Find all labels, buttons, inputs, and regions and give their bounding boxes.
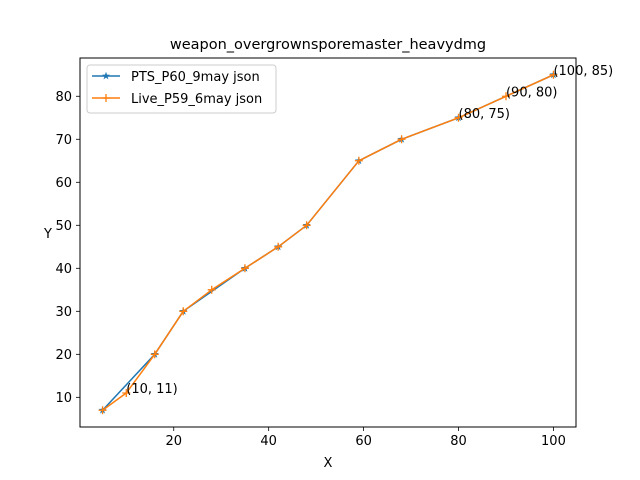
data-point-plus [302, 221, 311, 230]
series-1 [98, 70, 558, 415]
x-tick-label: 20 [165, 434, 182, 449]
y-tick-label: 70 [55, 133, 72, 148]
point-annotation: (80, 75) [459, 107, 511, 122]
y-tick-label: 30 [55, 305, 72, 320]
plot-frame [79, 57, 577, 428]
legend: PTS_P60_9may json Live_P59_6may json [86, 64, 277, 114]
point-annotation: (100, 85) [553, 64, 613, 79]
x-tick-label: 100 [541, 434, 566, 449]
legend-marker-plus [102, 94, 110, 102]
data-point-plus [150, 350, 159, 359]
x-axis-label: X [324, 456, 333, 471]
data-point-plus [98, 406, 107, 415]
annotations: (10, 11) (80, 75) (90, 80) (100, 85) [126, 64, 613, 397]
data-point-plus [397, 135, 406, 144]
legend-box [86, 64, 277, 114]
legend-marker-star [102, 71, 110, 80]
y-axis-label: Y [43, 227, 52, 242]
y-tick-label: 60 [55, 176, 72, 191]
legend-label-pts: PTS_P60_9may json [131, 70, 260, 85]
data-point-plus [207, 285, 216, 294]
y-tick-label: 10 [55, 391, 72, 406]
y-tick-label: 80 [55, 90, 72, 105]
data-point-plus [240, 264, 249, 273]
data-point-plus [501, 92, 510, 101]
y-axis: 10 20 30 40 50 60 70 80 [55, 90, 80, 406]
data-point-plus [179, 307, 188, 316]
chart-title: weapon_overgrownsporemaster_heavydmg [170, 37, 486, 53]
data-point-plus [454, 113, 463, 122]
data-point-plus [354, 156, 363, 165]
y-tick-label: 20 [55, 348, 72, 363]
point-annotation: (10, 11) [126, 382, 178, 397]
x-tick-label: 40 [260, 434, 277, 449]
x-tick-label: 60 [355, 434, 372, 449]
data-point-plus [122, 389, 131, 398]
legend-label-live: Live_P59_6may json [131, 92, 262, 107]
x-tick-label: 80 [450, 434, 467, 449]
data-point-plus [549, 70, 558, 79]
y-tick-label: 40 [55, 262, 72, 277]
point-annotation: (90, 80) [506, 85, 558, 100]
x-axis: 20 40 60 80 100 [165, 427, 566, 449]
y-tick-label: 50 [55, 219, 72, 234]
plot-marks [98, 70, 558, 415]
data-point-plus [274, 242, 283, 251]
